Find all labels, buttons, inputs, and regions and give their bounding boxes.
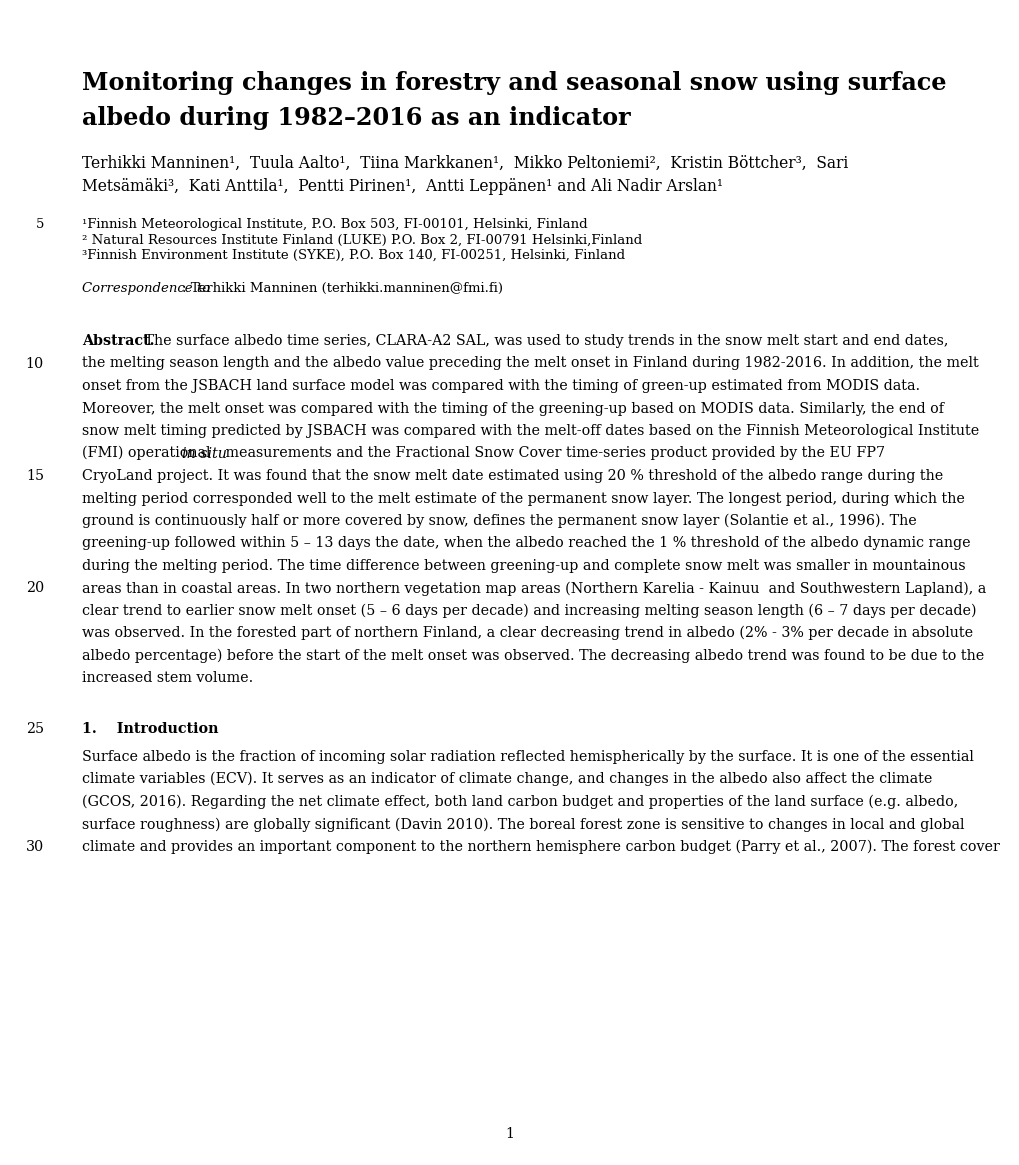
Text: areas than in coastal areas. In two northern vegetation map areas (Northern Kare: areas than in coastal areas. In two nort…: [82, 581, 985, 595]
Text: Moreover, the melt onset was compared with the timing of the greening-up based o: Moreover, the melt onset was compared wi…: [82, 402, 943, 416]
Text: measurements and the Fractional Snow Cover time-series product provided by the E: measurements and the Fractional Snow Cov…: [220, 446, 884, 460]
Text: 1.    Introduction: 1. Introduction: [82, 722, 218, 736]
Text: climate and provides an important component to the northern hemisphere carbon bu: climate and provides an important compon…: [82, 840, 999, 854]
Text: albedo percentage) before the start of the melt onset was observed. The decreasi: albedo percentage) before the start of t…: [82, 649, 983, 663]
Text: 25: 25: [25, 722, 44, 736]
Text: 20: 20: [25, 581, 44, 595]
Text: the melting season length and the albedo value preceding the melt onset in Finla: the melting season length and the albedo…: [82, 356, 978, 370]
Text: ¹Finnish Meteorological Institute, P.O. Box 503, FI-00101, Helsinki, Finland: ¹Finnish Meteorological Institute, P.O. …: [82, 218, 587, 231]
Text: The surface albedo time series, CLARA-A2 SAL, was used to study trends in the sn: The surface albedo time series, CLARA-A2…: [140, 334, 948, 348]
Text: during the melting period. The time difference between greening-up and complete : during the melting period. The time diff…: [82, 559, 965, 573]
Text: Monitoring changes in forestry and seasonal snow using surface: Monitoring changes in forestry and seaso…: [82, 71, 946, 96]
Text: 10: 10: [25, 356, 44, 370]
Text: CryoLand project. It was found that the snow melt date estimated using 20 % thre: CryoLand project. It was found that the …: [82, 469, 943, 483]
Text: ³Finnish Environment Institute (SYKE), P.O. Box 140, FI-00251, Helsinki, Finland: ³Finnish Environment Institute (SYKE), P…: [82, 249, 625, 262]
Text: 1: 1: [505, 1127, 514, 1141]
Text: ground is continuously half or more covered by snow, defines the permanent snow : ground is continuously half or more cove…: [82, 514, 916, 528]
Text: 5: 5: [36, 218, 44, 231]
Text: 30: 30: [25, 840, 44, 854]
Text: greening-up followed within 5 – 13 days the date, when the albedo reached the 1 : greening-up followed within 5 – 13 days …: [82, 537, 970, 551]
Text: Metsämäki³,  Kati Anttila¹,  Pentti Pirinen¹,  Antti Leppänen¹ and Ali Nadir Ars: Metsämäki³, Kati Anttila¹, Pentti Pirine…: [82, 178, 722, 195]
Text: melting period corresponded well to the melt estimate of the permanent snow laye: melting period corresponded well to the …: [82, 492, 964, 506]
Text: albedo during 1982–2016 as an indicator: albedo during 1982–2016 as an indicator: [82, 106, 630, 130]
Text: (GCOS, 2016). Regarding the net climate effect, both land carbon budget and prop: (GCOS, 2016). Regarding the net climate …: [82, 795, 957, 809]
Text: 15: 15: [25, 469, 44, 483]
Text: clear trend to earlier snow melt onset (5 – 6 days per decade) and increasing me: clear trend to earlier snow melt onset (…: [82, 603, 975, 617]
Text: (FMI) operational: (FMI) operational: [82, 446, 215, 460]
Text: increased stem volume.: increased stem volume.: [82, 671, 253, 685]
Text: was observed. In the forested part of northern Finland, a clear decreasing trend: was observed. In the forested part of no…: [82, 626, 972, 641]
Text: surface roughness) are globally significant (Davin 2010). The boreal forest zone: surface roughness) are globally signific…: [82, 817, 964, 832]
Text: Abstract.: Abstract.: [82, 334, 154, 348]
Text: in situ: in situ: [181, 446, 226, 460]
Text: Correspondence to: Correspondence to: [82, 282, 210, 295]
Text: climate variables (ECV). It serves as an indicator of climate change, and change: climate variables (ECV). It serves as an…: [82, 772, 931, 786]
Text: Surface albedo is the fraction of incoming solar radiation reflected hemispheric: Surface albedo is the fraction of incomi…: [82, 750, 973, 764]
Text: Terhikki Manninen¹,  Tuula Aalto¹,  Tiina Markkanen¹,  Mikko Peltoniemi²,  Krist: Terhikki Manninen¹, Tuula Aalto¹, Tiina …: [82, 155, 848, 172]
Text: ² Natural Resources Institute Finland (LUKE) P.O. Box 2, FI-00791 Helsinki,Finla: ² Natural Resources Institute Finland (L…: [82, 234, 642, 247]
Text: snow melt timing predicted by JSBACH was compared with the melt-off dates based : snow melt timing predicted by JSBACH was…: [82, 424, 978, 438]
Text: onset from the JSBACH land surface model was compared with the timing of green-u: onset from the JSBACH land surface model…: [82, 379, 919, 393]
Text: : Terhikki Manninen (terhikki.manninen@fmi.fi): : Terhikki Manninen (terhikki.manninen@f…: [181, 282, 502, 295]
